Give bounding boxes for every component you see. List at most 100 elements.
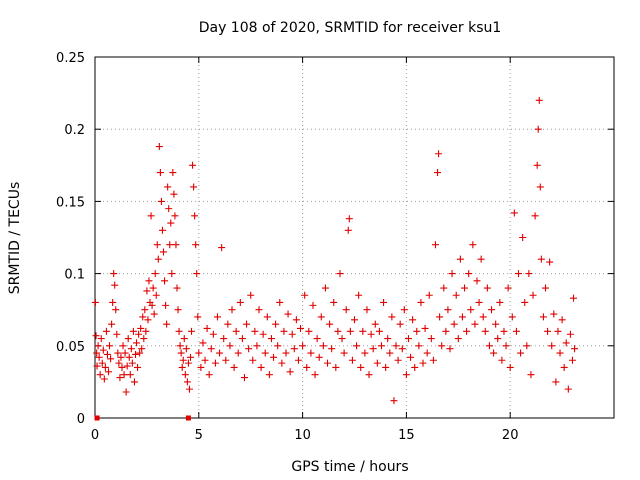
data-point <box>394 356 402 364</box>
data-point <box>185 385 193 393</box>
data-point <box>126 371 134 379</box>
data-point <box>188 327 196 335</box>
data-point <box>400 306 408 314</box>
data-point <box>109 298 117 306</box>
y-tick-label: 0.05 <box>56 340 85 355</box>
data-point <box>263 313 271 321</box>
data-point <box>436 313 444 321</box>
data-point <box>469 241 477 249</box>
data-point <box>390 397 398 405</box>
data-point <box>506 363 514 371</box>
data-point <box>425 291 433 299</box>
data-point <box>417 298 425 306</box>
data-point <box>517 349 525 357</box>
data-point <box>371 320 379 328</box>
data-point <box>224 320 232 328</box>
data-point <box>361 349 369 357</box>
data-point <box>115 359 123 367</box>
data-point <box>546 258 554 266</box>
plot-frame <box>94 56 615 419</box>
x-tick-label: 5 <box>195 428 203 443</box>
data-point <box>429 356 437 364</box>
data-point <box>180 335 188 343</box>
data-point <box>261 349 269 357</box>
data-point <box>199 339 207 347</box>
data-point <box>286 368 294 376</box>
data-point <box>118 363 126 371</box>
data-point <box>461 284 469 292</box>
x-tick-label: 0 <box>91 428 99 443</box>
y-axis: 0 0.05 0.1 0.15 0.2 0.25 <box>56 51 614 427</box>
data-point <box>257 363 265 371</box>
y-tick-label: 0.15 <box>56 195 85 210</box>
data-point <box>270 353 278 361</box>
data-point <box>427 335 435 343</box>
data-point <box>515 270 523 278</box>
data-point <box>435 150 443 158</box>
data-point <box>164 183 172 191</box>
data-point <box>560 363 568 371</box>
data-point <box>93 349 101 357</box>
data-point <box>158 226 166 234</box>
data-point <box>290 345 298 353</box>
data-point <box>346 327 354 335</box>
data-point <box>342 306 350 314</box>
data-point <box>388 313 396 321</box>
data-point <box>315 353 323 361</box>
data-point <box>380 298 388 306</box>
data-point <box>190 183 198 191</box>
data-point <box>299 342 307 350</box>
data-point <box>177 349 185 357</box>
data-point <box>344 226 352 234</box>
data-point <box>504 284 512 292</box>
data-point <box>255 306 263 314</box>
data-point <box>407 353 415 361</box>
data-point <box>456 255 464 263</box>
data-point <box>434 169 442 177</box>
data-point <box>351 316 358 324</box>
data-point <box>218 244 226 252</box>
data-point <box>377 342 385 350</box>
data-point <box>226 342 234 350</box>
data-point <box>116 374 124 382</box>
data-point <box>160 248 168 256</box>
data-point <box>448 270 456 278</box>
data-point <box>249 356 257 364</box>
data-point <box>245 345 253 353</box>
data-point <box>363 306 371 314</box>
data-point <box>108 320 116 328</box>
data-point <box>481 327 489 335</box>
data-point <box>571 345 579 353</box>
data-point <box>564 385 572 393</box>
data-point <box>541 284 549 292</box>
data-point <box>301 291 309 299</box>
data-point <box>184 359 192 367</box>
data-point <box>170 190 178 198</box>
data-point <box>473 277 481 285</box>
data-point <box>178 363 186 371</box>
data-point <box>450 320 458 328</box>
x-tick-label: 10 <box>294 428 311 443</box>
data-point <box>168 270 176 278</box>
data-point <box>519 234 527 241</box>
data-point <box>458 313 466 321</box>
data-point <box>216 349 224 357</box>
data-point <box>167 219 175 227</box>
data-point <box>566 330 574 338</box>
data-point <box>129 327 137 335</box>
data-point <box>496 298 504 306</box>
data-point <box>326 320 334 328</box>
data-point <box>179 356 187 364</box>
data-point <box>143 287 151 295</box>
x-axis: 0 5 10 15 20 <box>91 57 518 443</box>
data-point <box>175 327 183 335</box>
data-point <box>525 270 533 278</box>
data-point <box>328 345 336 353</box>
data-point <box>102 327 110 335</box>
data-point <box>284 310 292 318</box>
data-point <box>452 291 460 299</box>
data-point <box>294 356 302 364</box>
data-point <box>280 327 288 335</box>
data-point <box>155 143 163 151</box>
